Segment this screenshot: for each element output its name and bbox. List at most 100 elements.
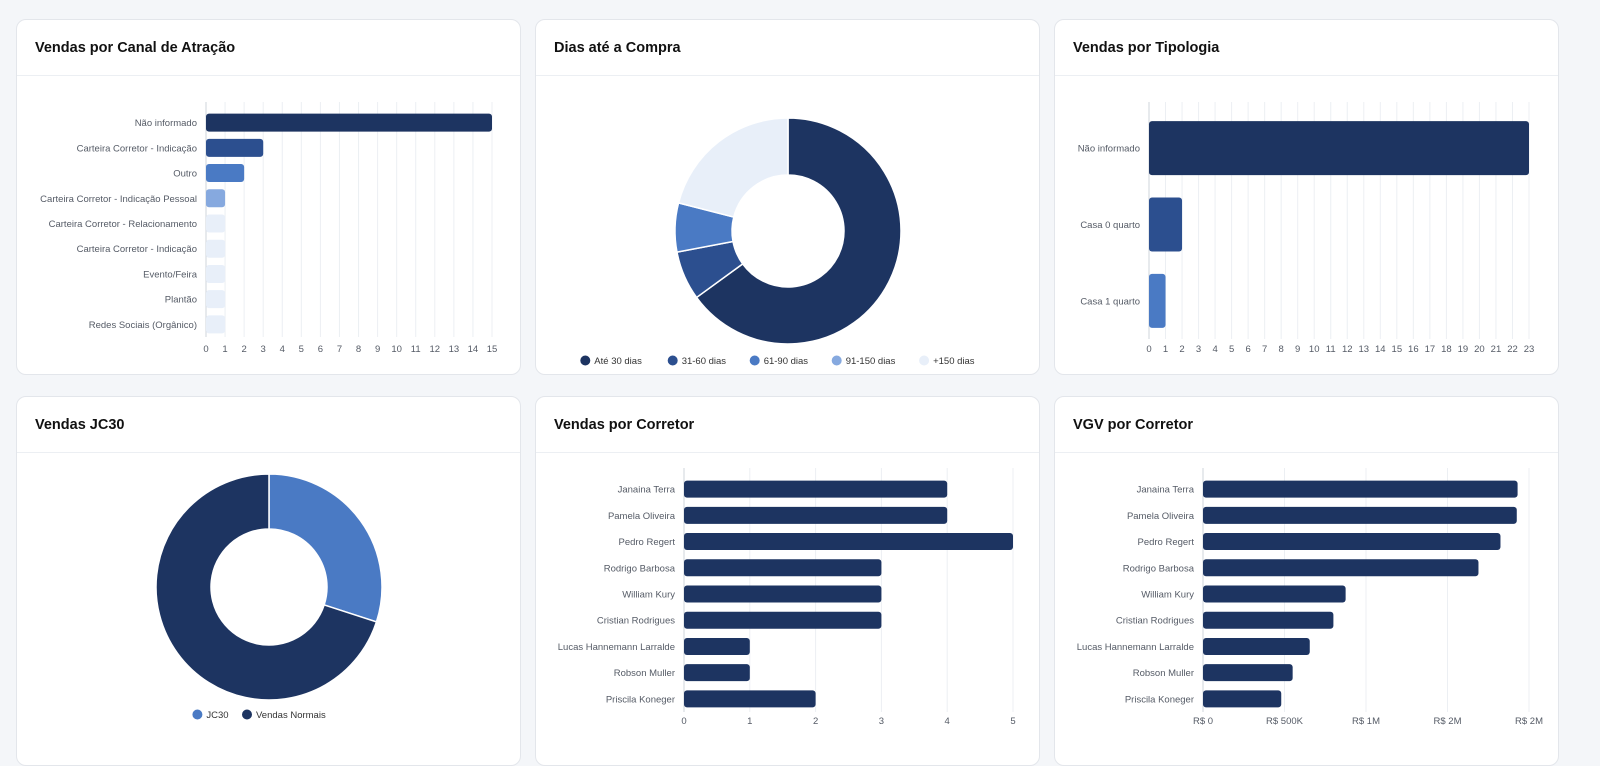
x-tick-label: 19	[1458, 344, 1469, 355]
chart-vgv-corretor: R$ 0 R$ 500K R$ 1M R$ 2M R$ 2M Janaina Terra P…	[1077, 468, 1543, 727]
x-tick-label: 12	[1342, 344, 1353, 355]
y-category-label: Redes Sociais (Orgânico)	[89, 320, 197, 331]
card-dias-compra: Dias até a Compra Até 30 dias 31-60 dias 6…	[535, 19, 1040, 375]
bar	[206, 138, 264, 157]
y-category-label: Lucas Hannemann Larralde	[558, 642, 675, 653]
chart-area: 0 1 2 3 4 5 Janaina Terra Pamela Oliveira Pedro …	[536, 454, 1039, 765]
card-vendas-corretor: Vendas por Corretor 0 1 2 3 4 5 Janaina Terra P…	[535, 396, 1040, 766]
x-tick-label: 21	[1491, 344, 1502, 355]
x-tick-label: 12	[430, 344, 441, 355]
y-category-label: Evento/Feira	[143, 269, 198, 280]
card-vendas-jc30: Vendas JC30 JC30 Vendas Normais	[16, 396, 521, 766]
x-tick-label: R$ 500K	[1266, 716, 1304, 727]
x-tick-label: 3	[261, 344, 266, 355]
card-header: Dias até a Compra	[536, 20, 1039, 76]
bar	[206, 290, 226, 309]
card-header: Vendas JC30	[17, 397, 520, 453]
legend-label: Até 30 dias	[594, 356, 642, 367]
bar	[1203, 506, 1517, 524]
y-category-label: Não informado	[1078, 144, 1140, 155]
y-category-label: Casa 1 quarto	[1080, 296, 1140, 307]
card-vendas-tipologia: Vendas por Tipologia 0 1 2 3 4 5 6 7 8 9 10 11 12 13 1…	[1054, 19, 1559, 375]
x-tick-label: R$ 2M	[1515, 716, 1543, 727]
x-tick-label: 1	[222, 344, 227, 355]
bar	[1203, 664, 1293, 682]
x-tick-label: 4	[1212, 344, 1217, 355]
legend-label: 61-90 dias	[764, 356, 809, 367]
y-category-label: Plantão	[165, 295, 197, 306]
legend-swatch	[242, 709, 252, 720]
y-category-label: Cristian Rodrigues	[597, 616, 675, 627]
x-tick-label: 22	[1507, 344, 1518, 355]
x-tick-label: 17	[1425, 344, 1436, 355]
x-tick-label: 18	[1441, 344, 1452, 355]
card-header: Vendas por Canal de Atração	[17, 20, 520, 76]
chart-vendas-jc30: JC30 Vendas Normais	[155, 473, 383, 721]
bar	[684, 664, 750, 682]
legend-swatch	[667, 355, 678, 366]
x-tick-label: 15	[487, 344, 498, 355]
chart-area: Até 30 dias 31-60 dias 61-90 dias 91-150 di…	[536, 77, 1039, 374]
bar	[1203, 611, 1334, 629]
x-tick-label: 7	[337, 344, 342, 355]
y-category-label: Rodrigo Barbosa	[1123, 563, 1195, 574]
x-tick-label: 5	[299, 344, 304, 355]
x-tick-label: 9	[1295, 344, 1300, 355]
y-category-label: Pedro Regert	[1137, 537, 1194, 548]
chart-area: 0 1 2 3 4 5 6 7 8 9 10 11 12 13 14 15 Não informado Carte…	[17, 77, 520, 374]
bar	[1149, 273, 1166, 328]
y-category-label: Priscila Koneger	[606, 694, 675, 705]
x-tick-label: R$ 2M	[1434, 716, 1462, 727]
y-category-label: Carteira Corretor - Indicação Pessoal	[40, 194, 197, 205]
x-tick-label: 4	[280, 344, 285, 355]
y-category-label: Janaina Terra	[1137, 485, 1195, 496]
x-tick-label: 5	[1229, 344, 1234, 355]
x-tick-label: 23	[1524, 344, 1535, 355]
legend-swatch	[919, 355, 930, 366]
x-tick-label: 5	[1010, 716, 1015, 727]
x-tick-label: 14	[468, 344, 479, 355]
bar	[684, 506, 948, 524]
x-tick-label: 7	[1262, 344, 1267, 355]
y-category-label: Janaina Terra	[618, 485, 676, 496]
bar	[206, 164, 245, 183]
y-category-label: Carteira Corretor - Relacionamento	[49, 219, 197, 230]
bar	[684, 637, 750, 655]
x-tick-label: 20	[1474, 344, 1485, 355]
bar	[1149, 121, 1529, 176]
card-vgv-corretor: VGV por Corretor R$ 0 R$ 500K R$ 1M R$ 2M R$…	[1054, 396, 1559, 766]
legend-label: 31-60 dias	[682, 356, 727, 367]
x-tick-label: 1	[1163, 344, 1168, 355]
x-tick-label: R$ 1M	[1352, 716, 1380, 727]
y-category-label: Lucas Hannemann Larralde	[1077, 642, 1194, 653]
chart-area: JC30 Vendas Normais	[17, 454, 520, 765]
bar	[1203, 533, 1501, 551]
card-vendas-canal: Vendas por Canal de Atração 0 1 2 3 4 5 6 7 8 9 10…	[16, 19, 521, 375]
bar	[1203, 480, 1518, 498]
legend-label: 91-150 dias	[846, 356, 896, 367]
bar	[206, 264, 226, 283]
card-header: Vendas por Corretor	[536, 397, 1039, 453]
x-tick-label: 13	[449, 344, 460, 355]
x-tick-label: 14	[1375, 344, 1386, 355]
card-title: VGV por Corretor	[1073, 416, 1194, 433]
bar	[684, 690, 816, 708]
bar	[684, 611, 882, 629]
x-tick-label: 1	[747, 716, 752, 727]
card-title: Vendas por Tipologia	[1073, 39, 1220, 56]
y-category-label: Cristian Rodrigues	[1116, 616, 1194, 627]
y-category-label: Pamela Oliveira	[608, 511, 676, 522]
chart-dias-compra: Até 30 dias 31-60 dias 61-90 dias 91-150 di…	[580, 117, 975, 367]
x-tick-label: 9	[375, 344, 380, 355]
y-category-label: Rodrigo Barbosa	[604, 563, 676, 574]
bar	[206, 239, 226, 258]
x-tick-label: 11	[411, 344, 421, 355]
card-title: Vendas por Canal de Atração	[35, 39, 236, 56]
card-header: VGV por Corretor	[1055, 397, 1558, 453]
chart-vendas-tipologia: 0 1 2 3 4 5 6 7 8 9 10 11 12 13 14 15 16 17 18 19 20 21 22 23Nã…	[1078, 102, 1535, 355]
bar	[1203, 690, 1282, 708]
card-title: Dias até a Compra	[554, 39, 681, 56]
x-tick-label: 13	[1358, 344, 1369, 355]
x-tick-label: 4	[945, 716, 950, 727]
